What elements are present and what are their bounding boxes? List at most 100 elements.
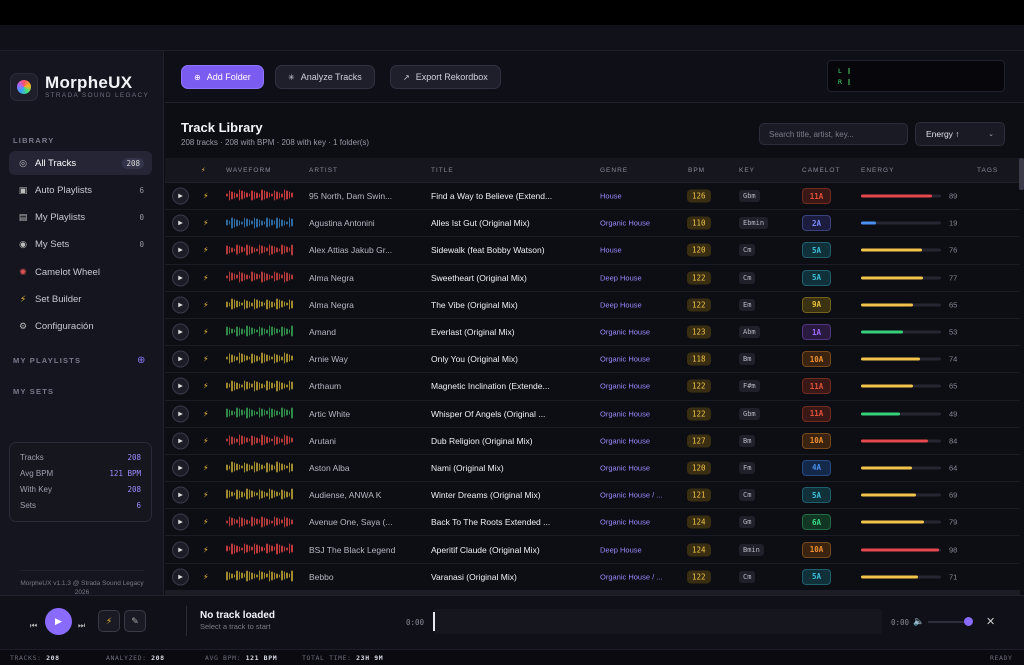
play-button[interactable]: ▶	[45, 608, 72, 635]
bolt-icon[interactable]: ⚡	[203, 572, 209, 582]
bolt-icon[interactable]: ⚡	[203, 545, 209, 555]
energy-bar	[861, 248, 941, 252]
bolt-icon[interactable]: ⚡	[203, 354, 209, 364]
play-track-button[interactable]: ▶	[172, 568, 189, 586]
play-track-button[interactable]: ▶	[172, 187, 189, 205]
track-artist: BSJ The Black Legend	[309, 544, 396, 555]
table-row[interactable]: ▶ ⚡ Audiense, ANWA K Winter Dreams (Origina…	[165, 482, 1020, 510]
bolt-icon[interactable]: ⚡	[203, 245, 209, 255]
col-artist[interactable]: ARTIST	[309, 166, 338, 174]
sidebar-item-auto-playlists[interactable]: ▣ Auto Playlists 6	[9, 178, 152, 202]
col-camelot[interactable]: CAMELOT	[802, 166, 841, 174]
track-bpm: 122	[687, 407, 711, 421]
play-track-button[interactable]: ▶	[172, 432, 189, 450]
volume-slider[interactable]	[928, 621, 972, 623]
search-input[interactable]	[759, 123, 908, 145]
bolt-icon[interactable]: ⚡	[203, 327, 209, 337]
play-track-button[interactable]: ▶	[172, 296, 189, 314]
bolt-button[interactable]: ⚡	[98, 610, 120, 632]
col-bpm[interactable]: BPM	[688, 166, 706, 174]
table-row[interactable]: ▶ ⚡ Agustina Antonini Alles Ist Gut (Origin…	[165, 210, 1020, 238]
table-row[interactable]: ▶ ⚡ Arthaum Magnetic Inclination (Extende..…	[165, 373, 1020, 401]
table-row[interactable]: ▶ ⚡ Alex Attias Jakub Gr... Sidewalk (feat …	[165, 237, 1020, 265]
table-row[interactable]: ▶ ⚡ Alma Negra Sweetheart (Original Mix) Dee…	[165, 265, 1020, 292]
analyze-tracks-button[interactable]: ✳ Analyze Tracks	[275, 65, 375, 89]
sidebar-item-camelot-wheel[interactable]: ✺ Camelot Wheel	[9, 260, 152, 284]
table-row[interactable]: ▶ ⚡ Amand Everlast (Original Mix) Organic Ho…	[165, 319, 1020, 347]
play-track-button[interactable]: ▶	[172, 269, 189, 287]
play-track-button[interactable]: ▶	[172, 541, 189, 559]
add-playlist-icon[interactable]: ⊕	[137, 355, 146, 366]
bolt-icon[interactable]: ⚡	[203, 191, 209, 201]
next-icon[interactable]: ⏭	[78, 621, 86, 630]
bolt-icon[interactable]: ⚡	[203, 490, 209, 500]
play-track-button[interactable]: ▶	[172, 513, 189, 531]
sidebar-item-all-tracks[interactable]: ◎ All Tracks 208	[9, 151, 152, 175]
track-camelot: 5A	[802, 487, 831, 504]
play-track-button[interactable]: ▶	[172, 323, 189, 341]
track-energy: 74	[949, 354, 958, 364]
chevron-down-icon: ⌄	[988, 131, 994, 138]
previous-icon[interactable]: ⏮	[30, 621, 38, 630]
horizontal-scrollbar[interactable]	[165, 591, 1020, 595]
col-energy[interactable]: ENERGY	[861, 166, 895, 174]
table-row[interactable]: ▶ ⚡ Bebbo Varanasi (Original Mix) Organic Ho…	[165, 564, 1020, 591]
col-tags[interactable]: TAGS	[977, 166, 999, 174]
table-row[interactable]: ▶ ⚡ Aston Alba Nami (Original Mix) Organic H…	[165, 455, 1020, 483]
bolt-icon[interactable]: ⚡	[203, 463, 209, 473]
volume-icon[interactable]: 🔈	[913, 616, 925, 626]
tool-button[interactable]: ✎	[124, 610, 146, 632]
track-bpm: 120	[687, 243, 711, 257]
table-row[interactable]: ▶ ⚡ Arnie Way Only You (Original Mix) Organi…	[165, 346, 1020, 374]
table-header: ⚡ WAVEFORM ARTIST TITLE GENRE BPM KEY CA…	[165, 158, 1020, 183]
sort-select[interactable]: Energy ↑ ⌄	[915, 122, 1005, 146]
waveform-seek-bar[interactable]	[433, 609, 882, 634]
track-key: Bmin	[739, 543, 764, 556]
playhead[interactable]	[433, 612, 435, 631]
bolt-icon[interactable]: ⚡	[203, 381, 209, 391]
energy-bar	[861, 439, 941, 443]
volume-knob[interactable]	[964, 617, 973, 626]
table-row[interactable]: ▶ ⚡ Avenue One, Saya (... Back To The Roots…	[165, 509, 1020, 537]
add-folder-button[interactable]: ⊕ Add Folder	[181, 65, 264, 89]
col-genre[interactable]: GENRE	[600, 166, 629, 174]
sidebar-item-my-sets[interactable]: ◉ My Sets 0	[9, 233, 152, 257]
sidebar-item-configuracion[interactable]: ⚙ Configuración	[9, 315, 152, 339]
bolt-icon[interactable]: ⚡	[203, 409, 209, 419]
bolt-icon[interactable]: ⚡	[203, 517, 209, 527]
disc-icon: ◉	[19, 239, 27, 250]
sidebar-item-set-builder[interactable]: ⚡ Set Builder	[9, 287, 152, 311]
play-track-button[interactable]: ▶	[172, 486, 189, 504]
track-artist: Artic White	[309, 408, 351, 419]
play-track-button[interactable]: ▶	[172, 241, 189, 259]
col-waveform[interactable]: WAVEFORM	[226, 166, 272, 174]
close-icon[interactable]: ✕	[986, 616, 996, 628]
track-key: Gbm	[739, 190, 760, 203]
energy-bar	[861, 194, 941, 198]
col-title[interactable]: TITLE	[431, 166, 454, 174]
table-row[interactable]: ▶ ⚡ 95 North, Dam Swin... Find a Way to Bel…	[165, 183, 1020, 211]
table-row[interactable]: ▶ ⚡ Arutani Dub Religion (Original Mix) Orga…	[165, 428, 1020, 455]
table-row[interactable]: ▶ ⚡ Artic White Whisper Of Angels (Original…	[165, 401, 1020, 428]
play-track-button[interactable]: ▶	[172, 459, 189, 477]
export-rekordbox-button[interactable]: ↗ Export Rekordbox	[390, 65, 501, 89]
play-track-button[interactable]: ▶	[172, 377, 189, 395]
energy-fill	[861, 466, 913, 470]
play-track-button[interactable]: ▶	[172, 350, 189, 368]
track-title: Sidewalk (feat Bobby Watson)	[431, 245, 545, 256]
play-track-button[interactable]: ▶	[172, 405, 189, 423]
energy-bar	[861, 330, 941, 334]
col-key[interactable]: KEY	[739, 166, 756, 174]
sidebar-item-my-playlists[interactable]: ▤ My Playlists 0	[9, 206, 152, 230]
bolt-icon[interactable]: ⚡	[203, 273, 209, 283]
sidebar-item-label: My Sets	[35, 239, 70, 251]
bolt-icon[interactable]: ⚡	[203, 300, 209, 310]
vertical-scrollbar[interactable]	[1019, 158, 1024, 190]
table-row[interactable]: ▶ ⚡ BSJ The Black Legend Aperitif Claude (O…	[165, 536, 1020, 564]
energy-fill	[861, 357, 921, 361]
table-row[interactable]: ▶ ⚡ Alma Negra The Vibe (Original Mix) Deep …	[165, 292, 1020, 319]
play-track-button[interactable]: ▶	[172, 214, 189, 232]
bolt-icon[interactable]: ⚡	[203, 436, 209, 446]
library-summary: 208 tracks · 208 with BPM · 208 with key…	[181, 138, 370, 147]
bolt-icon[interactable]: ⚡	[203, 218, 209, 228]
